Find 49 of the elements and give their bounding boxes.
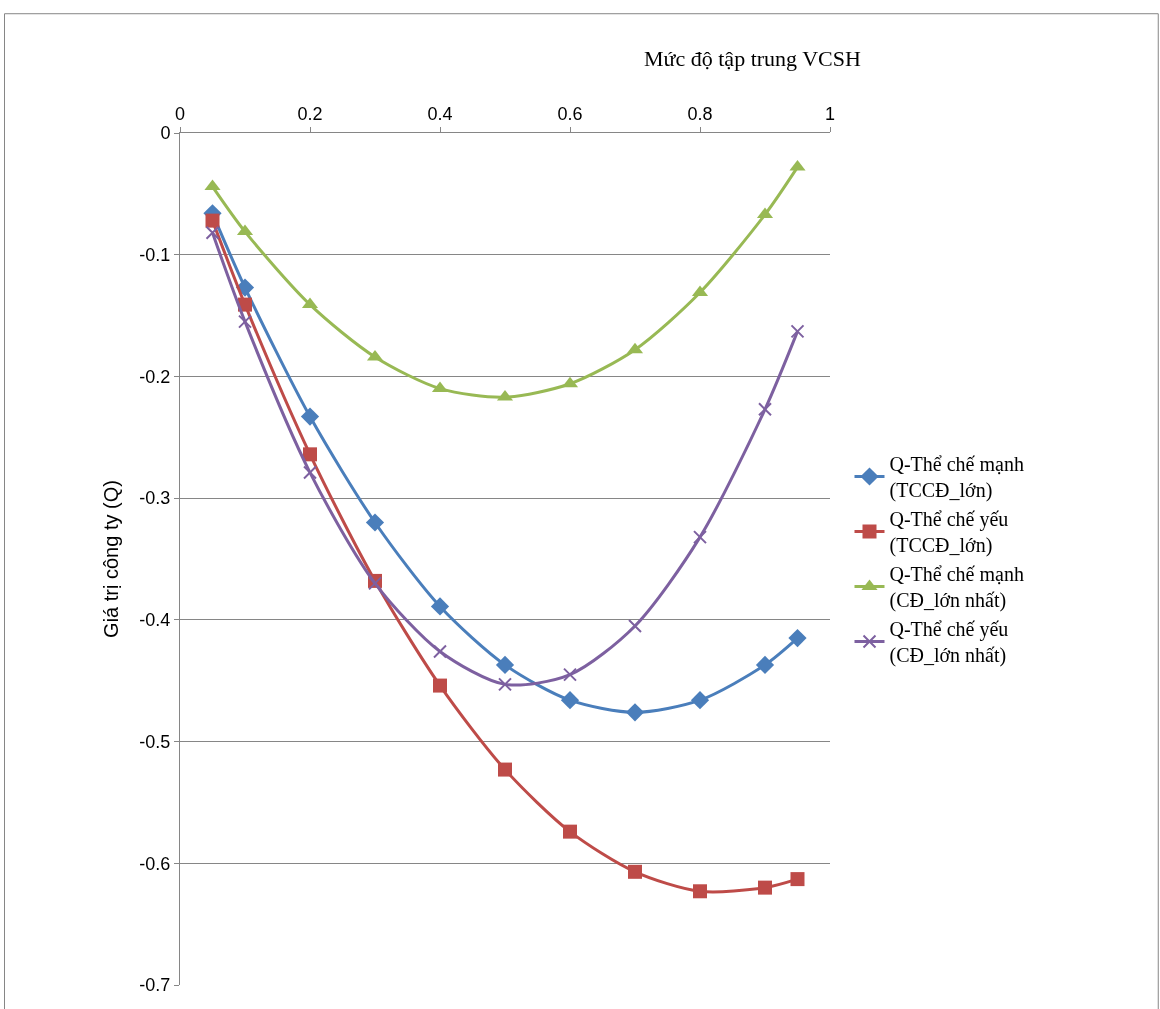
legend-label: Q-Thể chế yếu (CĐ_lớn nhất) xyxy=(889,618,1009,668)
y-tick-label: 0 xyxy=(160,123,171,144)
point xyxy=(365,513,385,532)
point xyxy=(205,225,220,240)
point xyxy=(433,678,447,693)
point xyxy=(758,880,772,895)
point xyxy=(300,407,320,426)
point xyxy=(495,655,515,674)
y-tick-label: -0.5 xyxy=(139,731,171,752)
y-tick-label: -0.6 xyxy=(139,853,171,874)
x-tick-label: 0 xyxy=(174,103,186,124)
x-axis-title: Mức độ tập trung VCSH xyxy=(644,46,861,71)
point xyxy=(303,447,317,462)
point xyxy=(625,703,645,722)
y-tick-label: -0.2 xyxy=(139,366,171,387)
legend-label: Q-Thể chế mạnh (TCCĐ_lớn) xyxy=(889,453,1024,503)
point xyxy=(788,629,807,648)
x-tick-label: 0.6 xyxy=(557,103,583,124)
point xyxy=(690,691,710,710)
x-tick-label: 1 xyxy=(824,103,836,124)
point xyxy=(205,213,220,228)
point xyxy=(758,402,772,417)
point xyxy=(498,762,512,777)
point xyxy=(693,530,707,545)
point xyxy=(790,324,805,339)
legend-label: Q-Thể chế mạnh (CĐ_lớn nhất) xyxy=(889,563,1024,613)
x-tick-label: 0.2 xyxy=(297,103,323,124)
point xyxy=(563,667,577,682)
point xyxy=(238,314,252,329)
legend-label: Q-Thể chế yếu (TCCĐ_lớn) xyxy=(889,508,1009,558)
point xyxy=(430,597,450,616)
point xyxy=(628,864,642,879)
x-tick-label: 0.4 xyxy=(427,103,453,124)
point xyxy=(755,655,775,674)
point xyxy=(790,872,805,887)
y-axis-title: Giá trị công ty (Q) xyxy=(99,480,122,638)
y-tick-label: -0.4 xyxy=(139,610,171,631)
point xyxy=(433,644,447,659)
y-tick-label: -0.1 xyxy=(139,245,171,266)
x-tick-label: 0.8 xyxy=(687,103,713,124)
point xyxy=(560,691,580,710)
y-tick-label: -0.3 xyxy=(139,488,171,509)
point xyxy=(693,884,707,899)
point xyxy=(204,179,221,191)
y-tick-label: -0.7 xyxy=(139,975,171,996)
point xyxy=(563,824,577,839)
point xyxy=(498,677,512,692)
point xyxy=(628,618,642,633)
point xyxy=(303,465,317,480)
